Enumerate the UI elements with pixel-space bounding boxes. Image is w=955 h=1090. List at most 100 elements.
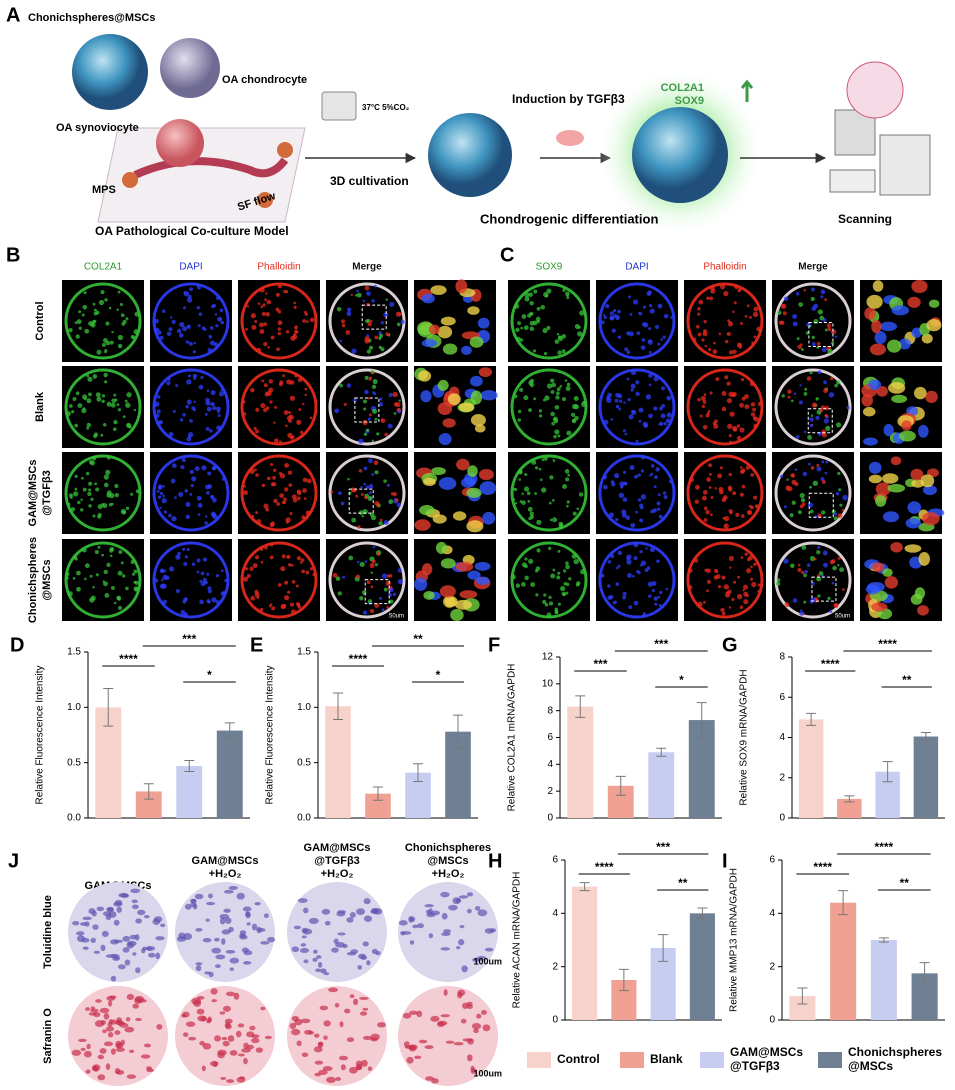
speck [206,389,210,393]
speck [708,486,712,489]
speck [834,335,838,338]
y-tick-label: 8 [547,705,553,716]
speck [77,500,81,505]
speck [273,498,278,504]
speck [733,427,738,432]
speck [539,478,543,481]
speck [819,408,824,413]
cell [456,458,470,471]
speck [159,506,162,510]
speck [662,335,666,339]
speck [193,400,196,404]
speck [837,564,840,567]
speck [186,547,190,552]
error-bar [143,783,154,800]
speck [254,468,257,472]
y-tick-label: 0.0 [67,813,81,824]
stain-cell [296,1040,302,1047]
stain-cell [71,1049,82,1056]
cell [437,379,449,391]
speck [210,494,215,499]
speck [275,292,280,297]
speck [744,552,748,556]
error-bar [656,747,667,757]
speck [365,485,370,490]
speck [836,422,842,428]
cell [467,570,481,580]
speck [186,399,192,405]
speck [387,423,393,429]
speck [642,305,647,309]
micro-image [596,366,678,448]
scale-bar: 50um [835,614,850,620]
label: SOX9 [675,95,704,107]
bar [913,736,939,818]
speck [208,334,213,339]
micro-image [684,452,766,534]
speck [197,324,201,328]
stain-cell [339,1021,344,1028]
speck [283,410,289,416]
speck [653,485,657,489]
speck [841,588,845,591]
speck [661,404,666,408]
speck [524,472,528,477]
label: COL2A1 [661,82,704,94]
speck [624,347,629,352]
speck [260,560,264,564]
speck [557,571,561,575]
stain-cell [324,920,331,926]
speck [643,423,648,428]
speck [817,370,822,374]
speck [246,573,251,578]
stain-cell [211,947,222,954]
speck [639,549,643,554]
stain-cell [125,1017,131,1022]
stain-cell [228,885,238,890]
stain-cell [346,917,354,923]
speck [105,469,111,475]
stain-cell [225,1023,232,1030]
panel-label: F [488,634,500,656]
speck [655,467,660,472]
speck [305,320,309,324]
speck [839,567,845,573]
speck [370,571,373,574]
speck [709,472,712,476]
speck [827,596,831,600]
speck [705,510,710,515]
speck [157,420,162,425]
speck [534,466,539,470]
speck [366,580,371,585]
speck [636,570,640,574]
stain-cell [188,1036,197,1041]
speck [358,469,363,473]
speck [757,590,760,593]
speck [603,419,609,425]
speck [546,612,552,618]
speck [221,569,224,573]
stain-cell [134,934,140,941]
label: Induction by TGFβ3 [512,92,625,106]
speck [388,392,393,398]
label: Chonichspheres@MSCs [28,12,155,24]
speck [740,378,745,382]
speck [363,399,367,404]
speck [550,573,556,579]
speck [709,391,713,395]
stain-cell [363,915,373,922]
speck [702,329,708,334]
speck [366,291,371,296]
speck [721,391,727,396]
label: OA synoviocyte [56,122,139,134]
speck [712,349,718,354]
speck [803,288,807,292]
cell [467,306,480,315]
speck [816,550,821,555]
speck [104,380,108,384]
speck [565,477,570,482]
speck [303,497,307,501]
speck [653,406,658,411]
significance-label: ** [413,632,423,646]
speck [385,298,388,301]
